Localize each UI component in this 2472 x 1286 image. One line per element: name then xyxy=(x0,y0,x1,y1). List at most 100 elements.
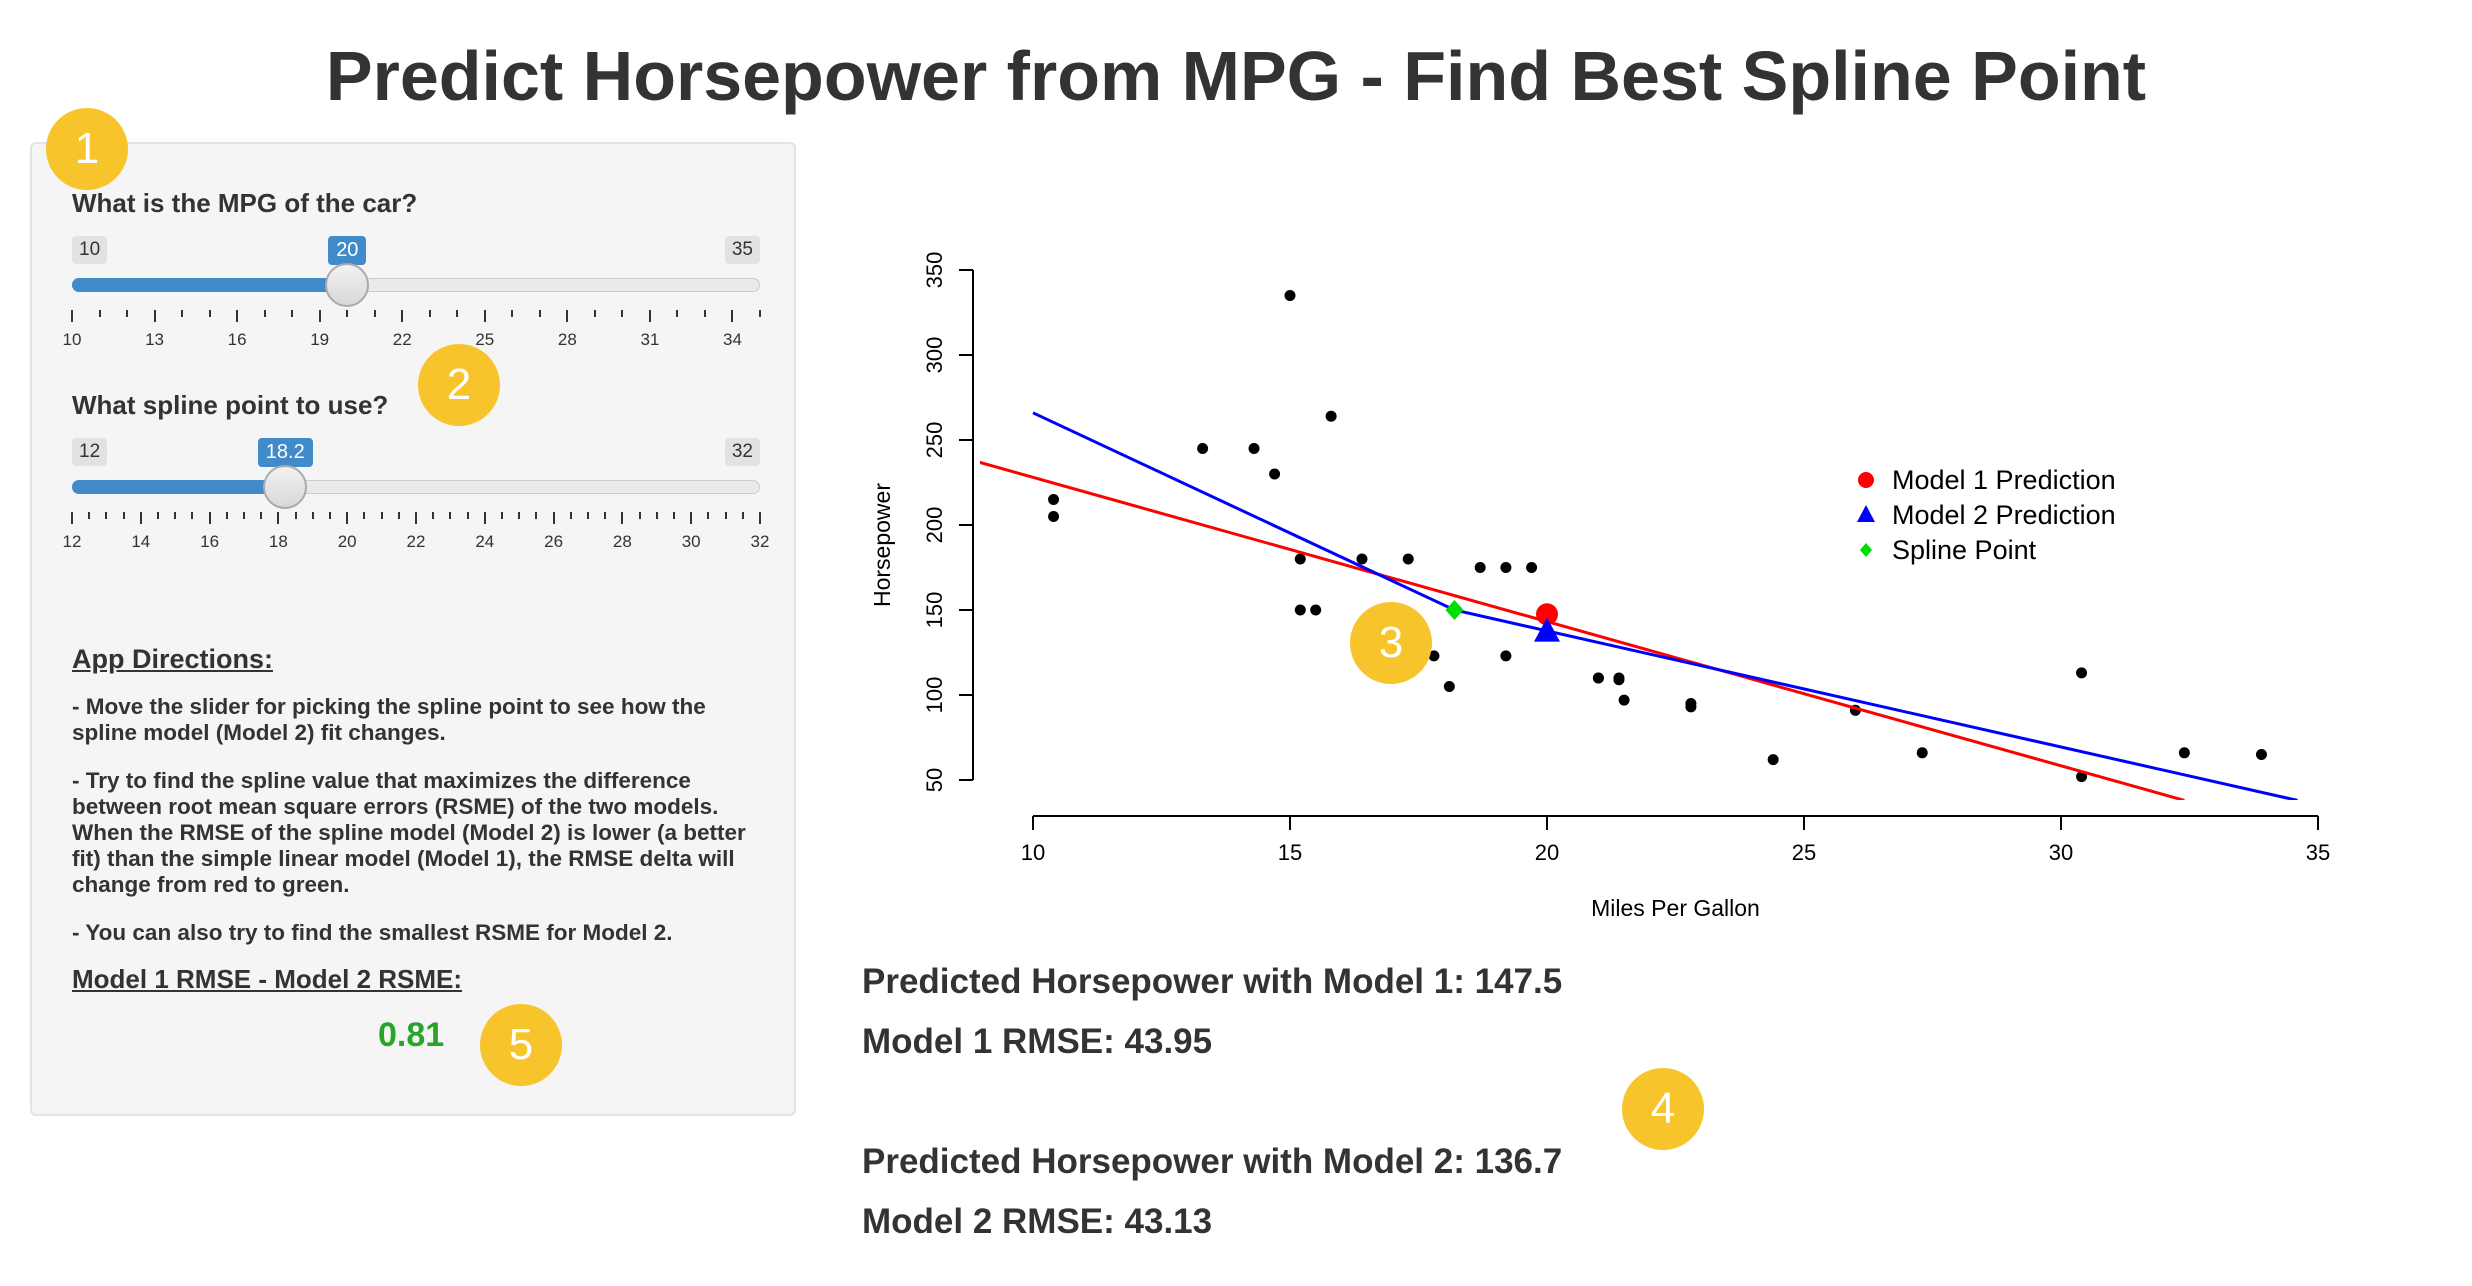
directions-paragraph-1: - Move the slider for picking the spline… xyxy=(72,694,706,745)
data-point xyxy=(1916,747,1928,759)
mpg-slider[interactable]: 10 20 35 10 13 16 19 22 25 28 31 34 xyxy=(63,236,761,376)
y-axis-label: Horsepower xyxy=(869,483,895,607)
x-tick-label: 10 xyxy=(1021,840,1045,865)
model1-prediction-marker xyxy=(1536,603,1558,626)
spline-tick xyxy=(71,512,73,524)
data-point xyxy=(1592,672,1604,684)
spline-tick xyxy=(569,512,572,519)
spline-slider-label: What spline point to use? xyxy=(72,390,389,420)
spline-tick xyxy=(122,512,125,519)
spline-tick xyxy=(638,512,641,519)
x-tick-label: 15 xyxy=(1278,840,1302,865)
spline-tick xyxy=(225,512,228,519)
rmse-delta-heading: Model 1 RMSE - Model 2 RSME: xyxy=(72,964,463,994)
spline-tick xyxy=(483,512,486,524)
data-point xyxy=(1325,410,1337,422)
mpg-tick xyxy=(648,310,651,322)
spline-tick-label: 16 xyxy=(200,532,220,551)
x-tick-label: 35 xyxy=(2306,840,2330,865)
x-tick-label: 30 xyxy=(2049,840,2073,865)
mpg-tick xyxy=(593,310,596,317)
spline-tick xyxy=(260,512,263,519)
spline-tick-label: 28 xyxy=(612,532,632,551)
model1-prediction-text: Predicted Horsepower with Model 1: 147.5 xyxy=(862,962,1563,1001)
spline-tick xyxy=(552,512,555,524)
mpg-tick xyxy=(538,310,541,317)
y-tick-label: 50 xyxy=(922,768,947,792)
data-point xyxy=(1197,443,1209,454)
model2-rmse-text: Model 2 RMSE: 43.13 xyxy=(862,1202,1213,1241)
spline-tick-label: 12 xyxy=(62,532,82,551)
spline-tick xyxy=(415,512,417,524)
callout-badge-2: 2 xyxy=(418,344,500,426)
spline-tick xyxy=(449,512,452,519)
data-point xyxy=(2076,667,2088,679)
data-point xyxy=(1500,650,1512,662)
scatter-plot-svg: 10 15 20 25 30 35 50 100 150 200 250 300 350 Miles Pe… xyxy=(869,252,2330,921)
x-axis-label: Miles Per Gallon xyxy=(1591,895,1760,921)
mpg-slider-ticks: 10 13 16 19 22 25 28 31 34 xyxy=(63,310,761,349)
legend-marker-triangle xyxy=(1857,505,1875,522)
mpg-tick xyxy=(428,310,431,317)
data-point xyxy=(1294,604,1306,616)
mpg-tick-label: 25 xyxy=(475,330,495,349)
spline-tick xyxy=(139,512,142,524)
model2-prediction-text: Predicted Horsepower with Model 2: 136.7 xyxy=(862,1142,1563,1181)
mpg-slider-label: What is the MPG of the car? xyxy=(72,188,418,218)
mpg-tick xyxy=(346,310,349,317)
spline-tick xyxy=(673,512,675,519)
spline-tick xyxy=(329,512,331,519)
directions-paragraph-2: - Try to find the spline value that maxi… xyxy=(72,768,746,897)
data-point xyxy=(1294,553,1306,565)
spline-slider[interactable]: 12 18.2 32 12 14 16 18 20 22 24 26 28 30 32 xyxy=(63,438,769,578)
mpg-tick xyxy=(318,310,321,322)
callout-badge-1: 1 xyxy=(46,108,128,190)
data-point xyxy=(1048,494,1060,505)
mpg-tick xyxy=(126,310,129,317)
data-point xyxy=(1500,562,1512,573)
mpg-tick xyxy=(98,310,101,317)
spline-tick xyxy=(311,512,314,519)
data-point xyxy=(1767,754,1779,766)
data-point xyxy=(2178,747,2190,759)
mpg-tick xyxy=(731,310,734,322)
mpg-tick xyxy=(566,310,569,322)
spline-tick xyxy=(105,512,108,519)
spline-tick-label: 32 xyxy=(750,532,770,551)
data-point xyxy=(1613,674,1625,686)
spline-tick xyxy=(157,512,159,519)
spline-tick-label: 22 xyxy=(406,532,426,551)
spline-slider-handle[interactable] xyxy=(263,465,308,509)
data-point xyxy=(1443,681,1455,692)
scatter-plot: 10 15 20 25 30 35 50 100 150 200 250 300 350 Miles Pe… xyxy=(860,240,2380,945)
spline-tick xyxy=(88,512,91,519)
spline-tick xyxy=(174,512,177,519)
mpg-tick xyxy=(676,310,679,317)
data-point xyxy=(1618,694,1630,706)
mpg-max-label: 35 xyxy=(724,236,760,264)
mpg-tick xyxy=(263,310,266,317)
legend-label: Model 2 Prediction xyxy=(1892,500,2116,530)
mpg-tick-label: 28 xyxy=(557,330,577,349)
mpg-slider-handle[interactable] xyxy=(325,263,370,307)
spline-tick xyxy=(208,512,211,524)
spline-min-label: 12 xyxy=(72,438,108,466)
data-point xyxy=(1284,290,1296,301)
mpg-tick xyxy=(291,310,294,317)
mpg-min-label: 10 xyxy=(72,236,108,264)
data-point xyxy=(1048,511,1060,522)
mpg-tick xyxy=(401,310,404,322)
spline-tick xyxy=(243,512,245,519)
spline-tick xyxy=(724,512,727,519)
mpg-tick xyxy=(703,310,706,317)
mpg-tick-label: 13 xyxy=(145,330,165,349)
mpg-tick xyxy=(511,310,514,317)
spline-tick xyxy=(759,512,761,524)
mpg-tick-label: 19 xyxy=(310,330,330,349)
spline-value-badge: 18.2 xyxy=(257,438,313,467)
mpg-tick xyxy=(181,310,184,317)
y-tick-label: 200 xyxy=(922,507,947,544)
mpg-tick xyxy=(236,310,239,322)
directions-paragraph-3: - You can also try to find the smallest … xyxy=(72,920,673,945)
mpg-value-badge: 20 xyxy=(328,236,367,265)
